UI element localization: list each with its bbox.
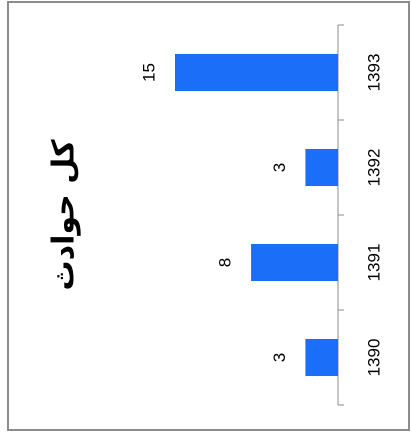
category-label: 1390 bbox=[364, 339, 383, 377]
bar bbox=[305, 338, 338, 377]
data-label: 8 bbox=[216, 258, 235, 267]
category-label: 1392 bbox=[364, 149, 383, 187]
bar bbox=[251, 243, 338, 282]
chart-title: کل حوادث bbox=[47, 139, 82, 290]
data-label: 3 bbox=[270, 353, 289, 362]
data-label: 3 bbox=[270, 163, 289, 172]
category-label: 1391 bbox=[364, 244, 383, 282]
bar bbox=[305, 148, 338, 187]
category-label: 1393 bbox=[364, 54, 383, 92]
bar bbox=[175, 53, 338, 92]
data-label: 15 bbox=[139, 63, 158, 82]
